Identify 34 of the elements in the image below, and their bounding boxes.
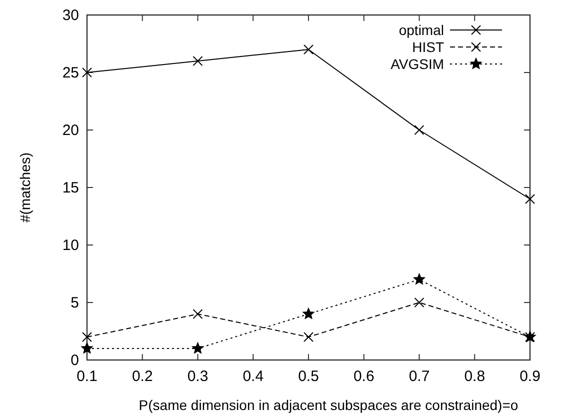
point: [414, 274, 425, 284]
x-tick-label: 0.4: [242, 368, 264, 385]
y-tick-label: 0: [70, 352, 79, 369]
y-tick-label: 15: [62, 180, 79, 196]
y-axis-title: #(matches): [17, 152, 33, 223]
x-tick-label: 0.8: [464, 368, 486, 385]
x-tick-label: 0.9: [520, 368, 540, 385]
x-axis-title: P(same dimension in adjacent subspaces are constrained)=o: [138, 397, 518, 413]
point: [192, 309, 203, 319]
point: [525, 194, 535, 204]
x-tick-label: 0.5: [298, 368, 319, 385]
legend-label: HIST: [412, 39, 444, 55]
point: [414, 125, 424, 135]
point: [82, 68, 92, 78]
y-tick-label: 5: [70, 294, 79, 312]
y-tick-label: 20: [62, 122, 79, 139]
legend-label: optimal: [398, 22, 444, 38]
point: [82, 332, 92, 342]
point: [414, 298, 424, 308]
point: [192, 56, 203, 66]
point: [302, 308, 314, 319]
legend-label: AVGSIM: [390, 56, 444, 72]
point: [192, 342, 204, 354]
point: [304, 332, 314, 342]
y-tick-label: 30: [62, 7, 79, 24]
x-tick-label: 0.6: [353, 368, 374, 385]
x-tick-label: 0.2: [132, 368, 153, 385]
y-tick-label: 25: [62, 64, 79, 82]
point: [81, 342, 93, 354]
x-tick-label: 0.3: [187, 368, 208, 385]
x-tick-label: 0.7: [408, 368, 430, 385]
x-tick-label: 0.1: [76, 368, 98, 385]
point: [304, 44, 314, 54]
y-tick-label: 10: [62, 237, 79, 254]
